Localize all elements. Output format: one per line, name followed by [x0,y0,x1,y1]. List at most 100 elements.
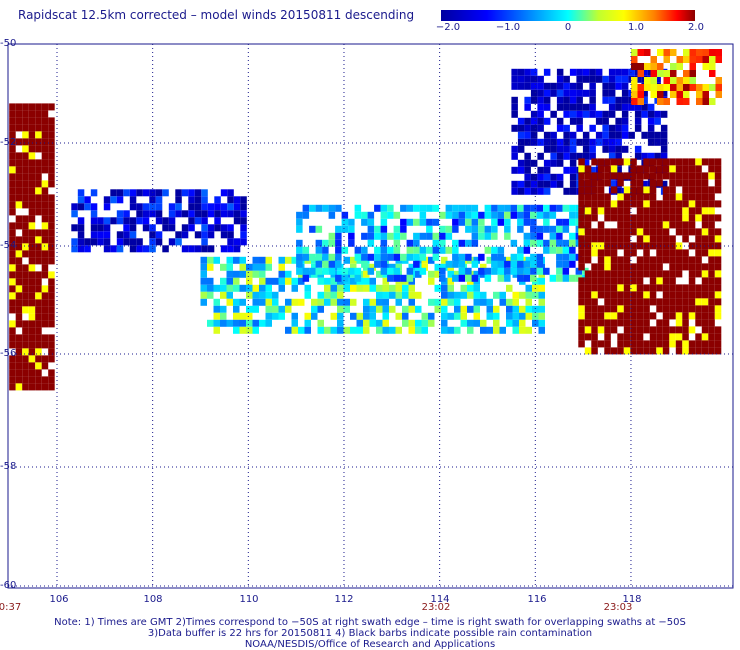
wind-cell [662,249,670,257]
wind-cell [15,187,23,195]
wind-cell [233,245,241,253]
wind-cell [419,211,427,219]
wind-cell [714,165,722,173]
wind-cell [361,253,368,261]
wind-cell [647,110,655,118]
wind-cell [367,232,375,240]
wind-cell [643,291,650,299]
wind-cell [604,263,611,271]
wind-cell [48,159,55,167]
wind-cell [641,180,648,188]
wind-cell [530,204,537,212]
wind-cell [649,214,657,222]
wind-cell [110,217,117,225]
wind-cell [220,319,227,327]
wind-cell [584,179,592,187]
wind-cell [576,68,583,76]
wind-cell [129,238,137,246]
wind-cell [367,253,375,261]
wind-cell [465,239,472,247]
wind-cell [497,204,505,212]
wind-cell [41,250,49,258]
wind-cell [656,347,663,355]
wind-cell [660,110,668,118]
wind-cell [530,180,538,188]
wind-cell [35,341,42,349]
wind-cell [543,225,550,233]
wind-cell [252,270,259,278]
wind-cell [413,232,420,240]
wind-cell [675,249,683,257]
wind-cell [426,246,433,254]
wind-cell [682,207,689,215]
wind-cell [419,253,427,261]
wind-cell [473,284,480,292]
wind-cell [621,110,629,118]
wind-cell [584,165,592,173]
wind-cell [504,225,511,233]
wind-cell [682,326,689,334]
wind-cell [660,145,668,153]
wind-cell [660,138,668,146]
wind-cell [499,298,506,306]
wind-cell [41,341,49,349]
wind-cell [549,204,557,212]
wind-cell [563,75,570,83]
wind-cell [510,253,518,261]
wind-cell [71,203,78,211]
wind-cell [367,239,375,247]
wind-cell [15,299,23,307]
wind-cell [389,326,396,334]
wind-cell [511,145,518,153]
wind-cell [660,131,668,139]
wind-cell [517,246,524,254]
wind-cell [341,274,349,282]
wind-cell [662,340,670,348]
wind-cell [517,131,525,139]
wind-cell [675,340,683,348]
wind-cell [168,203,176,211]
note-line-3: NOAA/NESDIS/Office of Research and Appli… [244,639,496,650]
wind-cell [322,267,329,275]
wind-cell [563,124,570,132]
wind-cell [9,117,16,125]
wind-cell [400,274,407,282]
wind-cell [662,242,670,250]
wind-cell [491,260,498,268]
wind-cell [499,291,506,299]
wind-cell [556,260,563,268]
wind-cell [454,270,461,278]
wind-cell [22,159,29,167]
wind-cell [41,243,49,251]
wind-cell [28,320,36,328]
wind-cell [631,84,638,91]
colorbar-tick-label: 1.0 [628,22,644,33]
wind-cell [512,291,519,299]
wind-cell [709,49,716,56]
wind-cell [473,291,480,299]
wind-cell [569,82,577,90]
wind-cell [48,292,55,300]
wind-cell [660,152,668,160]
wind-cell [239,284,246,292]
wind-cell [523,211,531,219]
wind-cell [630,242,637,250]
wind-cell [695,305,702,313]
wind-cell [617,319,624,327]
wind-cell [406,239,414,247]
wind-cell [623,221,631,229]
wind-cell [543,131,551,139]
wind-cell [259,284,266,292]
wind-cell [220,277,227,285]
wind-cell [48,341,55,349]
wind-cell [35,131,42,139]
wind-cell [636,312,644,320]
wind-cell [227,245,234,253]
wind-cell [662,165,670,173]
wind-cell [445,232,453,240]
wind-cell [123,238,130,246]
wind-cell [582,89,590,97]
wind-cell [511,187,518,195]
wind-cell [48,229,55,237]
wind-cell [48,215,55,223]
